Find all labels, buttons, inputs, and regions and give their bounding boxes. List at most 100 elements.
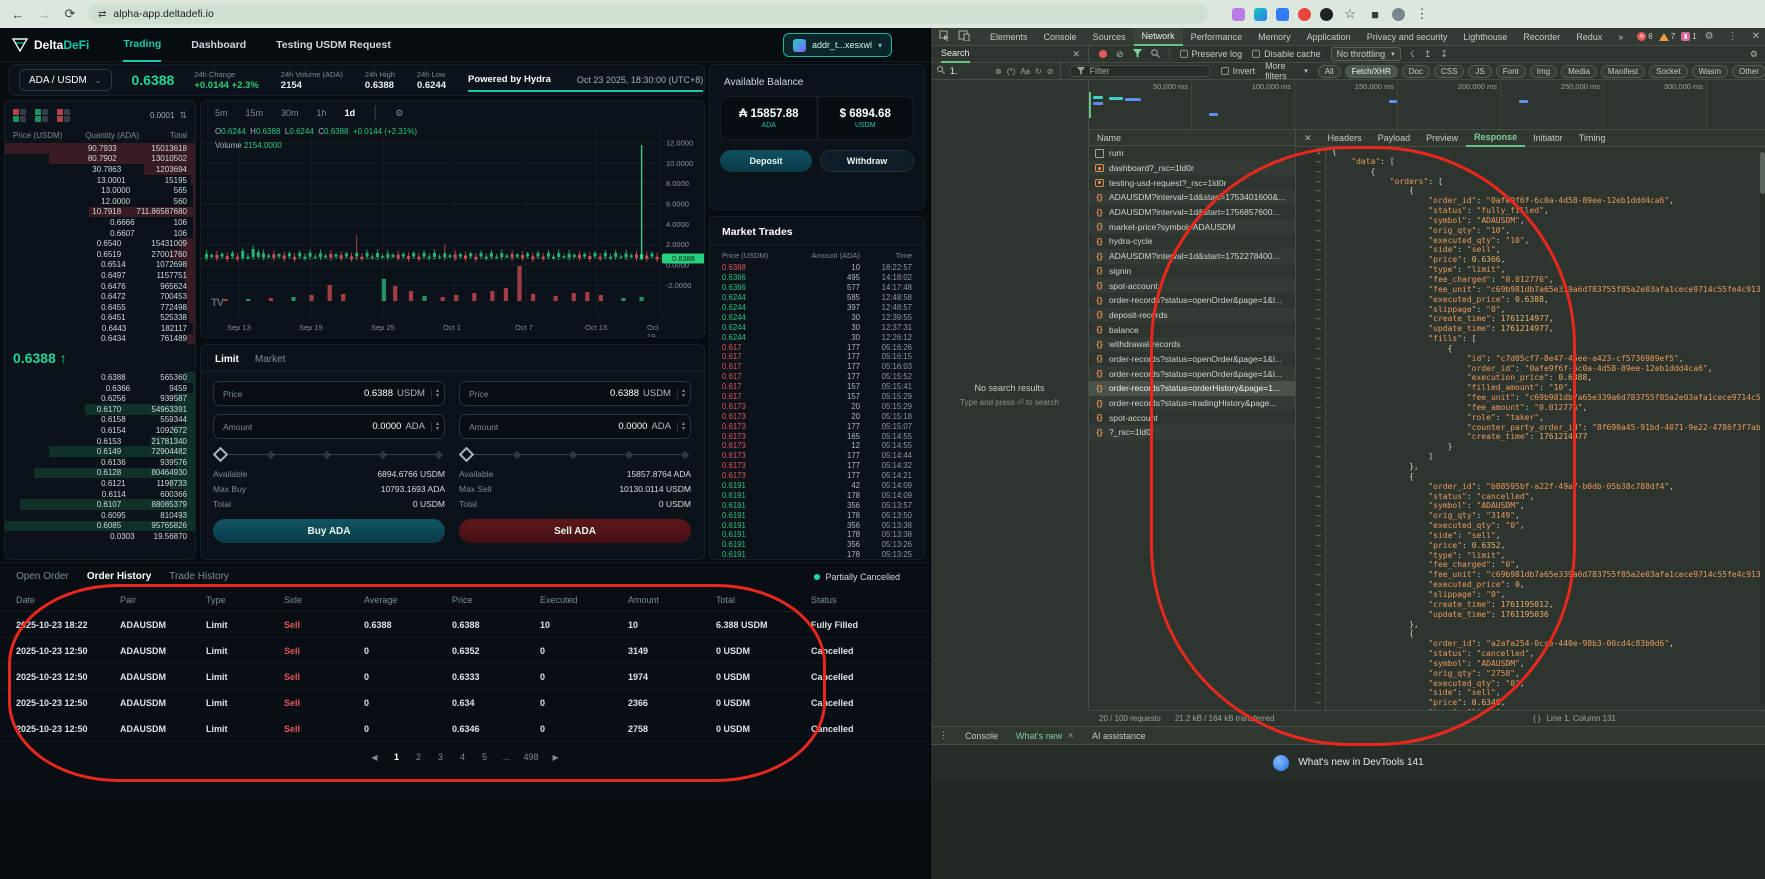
detail-tab-payload[interactable]: Payload [1370, 130, 1419, 147]
amount-slider[interactable] [463, 449, 687, 461]
network-settings-gear-icon[interactable]: ⚙ [1750, 49, 1758, 60]
tab-market[interactable]: Market [255, 354, 286, 371]
warnings-badge[interactable]: 7 [1659, 32, 1675, 41]
step-down-icon[interactable]: ▾ [682, 394, 685, 399]
detail-tab-preview[interactable]: Preview [1418, 130, 1466, 147]
devtools-tab-application[interactable]: Application [1299, 28, 1359, 46]
clear-query-icon[interactable]: ⊗ [995, 67, 1002, 76]
more-filters-button[interactable]: More filters▾ [1265, 61, 1308, 81]
pair-selector[interactable]: ADA / USDM ⌄ [19, 69, 112, 91]
issues-badge[interactable]: ▮1 [1681, 32, 1696, 41]
table-row[interactable]: 2025-10-23 12:50ADAUSDMLimitSell00.63402… [0, 690, 930, 716]
close-search-icon[interactable]: ✕ [1072, 49, 1080, 60]
devtools-tab-privacy-and-security[interactable]: Privacy and security [1359, 28, 1456, 46]
invert-checkbox[interactable]: Invert [1221, 66, 1256, 76]
detail-tab-response[interactable]: Response [1466, 130, 1525, 147]
search-query-input[interactable]: 1. [950, 66, 958, 76]
close-devtools-icon[interactable]: ✕ [1752, 31, 1760, 42]
wallet-button[interactable]: addr_t...xesxwl ▾ [783, 33, 892, 57]
request-row[interactable]: {}withdrawal-records [1089, 337, 1295, 352]
request-row[interactable]: {}ADAUSDM?interval=1d&start=1752278400..… [1089, 249, 1295, 264]
ask-row[interactable]: 30.78631203694 [5, 164, 195, 175]
response-scrollbar[interactable] [1760, 150, 1765, 705]
chip-css[interactable]: CSS [1434, 65, 1464, 78]
extension-icon[interactable] [1232, 8, 1245, 21]
bid-row[interactable]: 0.61211198733 [5, 478, 195, 489]
slider-tick[interactable] [681, 451, 689, 459]
table-row[interactable]: 2025-10-23 18:22ADAUSDMLimitSell0.63880.… [0, 612, 930, 638]
chip-socket[interactable]: Socket [1649, 65, 1687, 78]
request-row[interactable]: {}ADAUSDM?interval=1d&start=1756857600..… [1089, 205, 1295, 220]
table-row[interactable]: 2025-10-23 12:50ADAUSDMLimitSell00.63520… [0, 638, 930, 664]
ask-row[interactable]: 0.6434761489 [5, 334, 195, 345]
timeframe-15m[interactable]: 15m [246, 108, 264, 118]
slider-handle[interactable] [459, 447, 475, 463]
filter-funnel-icon[interactable] [1133, 49, 1142, 60]
book-view-bids-icon[interactable] [35, 109, 50, 122]
buy-button[interactable]: Buy ADA [213, 519, 445, 543]
ask-row[interactable]: 13.000115195 [5, 175, 195, 186]
book-view-asks-icon[interactable] [57, 109, 72, 122]
errors-badge[interactable]: ✕6 [1637, 32, 1652, 41]
clear-results-icon[interactable]: ⊘ [1047, 67, 1054, 76]
disable-cache-checkbox[interactable]: Disable cache [1252, 49, 1321, 59]
bid-row[interactable]: 0.6114600366 [5, 489, 195, 500]
request-row[interactable]: {}order-records?status=openOrder&page=1&… [1089, 293, 1295, 308]
bid-row[interactable]: 0.614972904482 [5, 446, 195, 457]
detail-tab-initiator[interactable]: Initiator [1525, 130, 1571, 147]
slider-tick[interactable] [267, 451, 275, 459]
price-field[interactable]: Price0.6388USDM▴▾ [459, 381, 691, 406]
site-info-icon[interactable]: ⇄ [98, 9, 106, 20]
ask-row[interactable]: 10.7918711.86587680 [5, 207, 195, 218]
request-row[interactable]: {}order-records?status=openOrder&page=1&… [1089, 366, 1295, 381]
devtools-tab-lighthouse[interactable]: Lighthouse [1455, 28, 1515, 46]
chart-settings-icon[interactable]: ⚙ [395, 108, 403, 119]
slider-tick[interactable] [323, 451, 331, 459]
bid-row[interactable]: 0.6256939587 [5, 393, 195, 404]
export-har-icon[interactable]: ↧ [1440, 49, 1448, 60]
network-conditions-icon[interactable]: ☇ [1410, 49, 1415, 60]
page-3[interactable]: 3 [435, 752, 445, 762]
slider-tick[interactable] [625, 451, 633, 459]
timeframe-1d[interactable]: 1d [345, 108, 356, 118]
request-row[interactable]: {}deposit-records [1089, 308, 1295, 323]
request-row[interactable]: {}spot-account [1089, 278, 1295, 293]
request-row[interactable]: {}order-records?status=openOrder&page=1&… [1089, 352, 1295, 367]
throttling-select[interactable]: No throttling▾ [1331, 47, 1401, 61]
ask-row[interactable]: 0.6443182117 [5, 323, 195, 334]
next-page-icon[interactable]: ▶ [551, 753, 561, 762]
refresh-search-icon[interactable]: ↻ [1035, 67, 1042, 76]
devtools-tab-»[interactable]: » [1610, 28, 1631, 46]
preserve-log-checkbox[interactable]: Preserve log [1180, 49, 1243, 59]
request-row[interactable]: {}market-price?symbol=ADAUSDM [1089, 219, 1295, 234]
amount-slider[interactable] [217, 449, 441, 461]
ask-row[interactable]: 0.651927001760 [5, 249, 195, 260]
drawer-menu-icon[interactable]: ⋮ [939, 730, 948, 741]
bid-row[interactable]: 0.615321781340 [5, 436, 195, 447]
nav-item-dashboard[interactable]: Dashboard [191, 28, 246, 62]
bid-row[interactable]: 0.63669459 [5, 383, 195, 394]
price-chart-svg[interactable]: 12.000010.00008.00006.00004.00002.00000.… [201, 123, 705, 319]
chip-wasm[interactable]: Wasm [1692, 65, 1728, 78]
tradingview-logo[interactable]: TV [211, 297, 223, 309]
amount-field[interactable]: Amount0.0000ADA▴▾ [213, 414, 445, 439]
ask-row[interactable]: 0.64971157751 [5, 270, 195, 281]
device-toolbar-icon[interactable] [958, 30, 970, 44]
chip-media[interactable]: Media [1561, 65, 1597, 78]
nav-item-testing-usdm-request[interactable]: Testing USDM Request [276, 28, 391, 62]
page-498[interactable]: 498 [523, 752, 538, 762]
history-tab-open-order[interactable]: Open Order [16, 571, 69, 582]
ask-row[interactable]: 13.0000565 [5, 185, 195, 196]
drawer-tab-what's-new[interactable]: What's new✕ [1007, 727, 1083, 745]
extensions-puzzle-icon[interactable]: ■ [1367, 7, 1383, 22]
close-detail-icon[interactable]: ✕ [1304, 133, 1312, 144]
chip-img[interactable]: Img [1530, 65, 1557, 78]
page-5[interactable]: 5 [479, 752, 489, 762]
devtools-tab-elements[interactable]: Elements [982, 28, 1036, 46]
request-list-header[interactable]: Name [1089, 130, 1295, 146]
page-2[interactable]: 2 [413, 752, 423, 762]
bid-row[interactable]: 0.612880464930 [5, 468, 195, 479]
chip-all[interactable]: All [1318, 65, 1341, 78]
page-4[interactable]: 4 [457, 752, 467, 762]
devtools-tab-network[interactable]: Network [1134, 28, 1183, 46]
